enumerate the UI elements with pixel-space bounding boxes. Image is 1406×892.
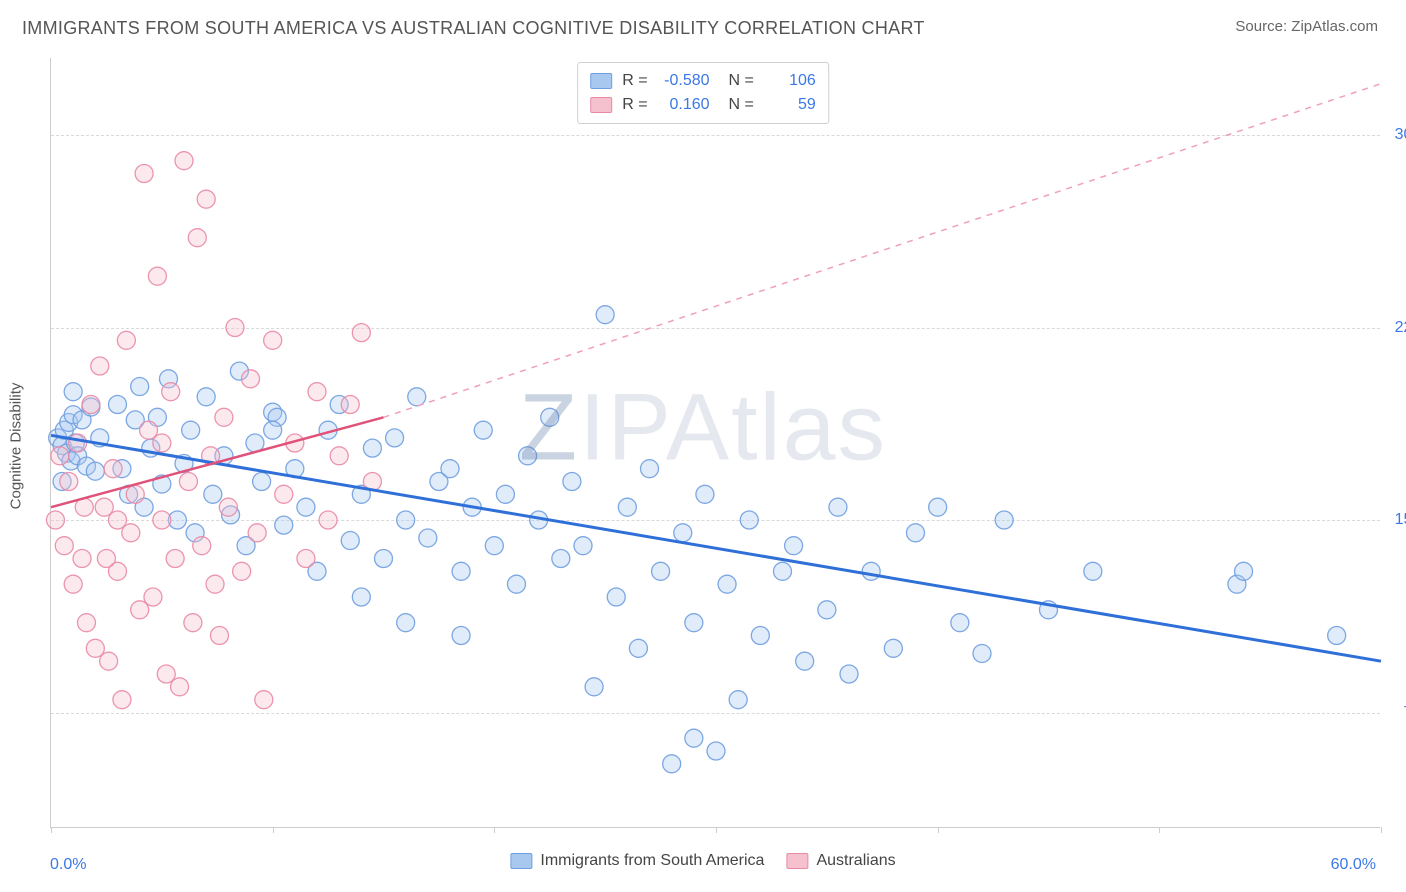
stats-legend: R = -0.580 N = 106 R = 0.160 N = 59: [577, 62, 829, 124]
legend-item-series1: Immigrants from South America: [510, 852, 764, 870]
series-legend: Immigrants from South America Australian…: [502, 850, 903, 872]
y-tick-label: 15.0%: [1385, 511, 1406, 529]
y-tick-label: 22.5%: [1385, 319, 1406, 337]
chart-svg: [51, 58, 1380, 827]
plot-area: 7.5%15.0%22.5%30.0%: [50, 58, 1380, 828]
swatch-series1-b: [510, 853, 532, 869]
stats-row-series2: R = 0.160 N = 59: [590, 93, 816, 117]
x-axis-max-label: 60.0%: [1331, 856, 1376, 874]
chart-title: IMMIGRANTS FROM SOUTH AMERICA VS AUSTRAL…: [22, 18, 925, 39]
swatch-series1: [590, 73, 612, 89]
swatch-series2-b: [786, 853, 808, 869]
source-label: Source:: [1235, 18, 1287, 35]
x-tick: [938, 827, 939, 833]
x-tick: [273, 827, 274, 833]
y-tick-label: 30.0%: [1385, 126, 1406, 144]
swatch-series2: [590, 97, 612, 113]
x-tick: [716, 827, 717, 833]
n-value-series1: 106: [764, 69, 816, 93]
x-tick: [1381, 827, 1382, 833]
legend-item-series2: Australians: [786, 852, 895, 870]
n-label: N =: [720, 93, 754, 117]
x-tick: [51, 827, 52, 833]
x-tick: [494, 827, 495, 833]
r-label: R =: [622, 69, 647, 93]
legend-label-series2: Australians: [816, 852, 895, 870]
r-value-series2: 0.160: [658, 93, 710, 117]
r-value-series1: -0.580: [658, 69, 710, 93]
n-label: N =: [720, 69, 754, 93]
y-axis-title: Cognitive Disability: [8, 383, 25, 510]
x-tick: [1159, 827, 1160, 833]
legend-label-series1: Immigrants from South America: [540, 852, 764, 870]
stats-row-series1: R = -0.580 N = 106: [590, 69, 816, 93]
x-axis-min-label: 0.0%: [50, 856, 86, 874]
n-value-series2: 59: [764, 93, 816, 117]
r-label: R =: [622, 93, 647, 117]
source-name: ZipAtlas.com: [1291, 18, 1378, 35]
y-tick-label: 7.5%: [1385, 704, 1406, 722]
source-attribution: Source: ZipAtlas.com: [1235, 18, 1378, 35]
